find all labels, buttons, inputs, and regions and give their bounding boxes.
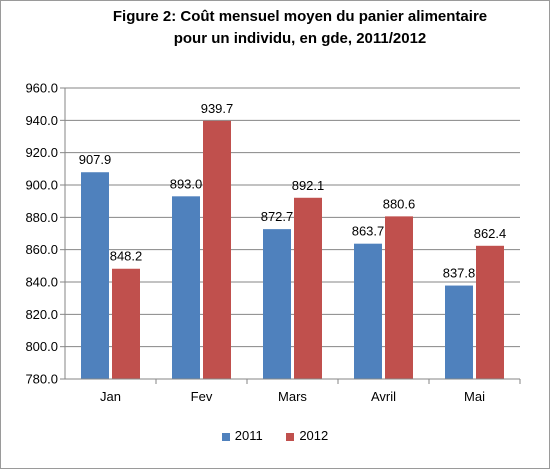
legend-item-2011: 2011 <box>221 428 263 443</box>
data-label: 863.7 <box>352 224 385 239</box>
y-tick-label: 820.0 <box>25 307 58 322</box>
chart-title-line-1: Figure 2: Coût mensuel moyen du panier a… <box>112 8 488 25</box>
y-tick-label: 900.0 <box>25 178 58 193</box>
x-tick-label: Mars <box>278 389 307 404</box>
bar-2012-Avril <box>385 216 413 379</box>
bar-2012-Jan <box>112 268 140 379</box>
x-tick-label: Fev <box>191 389 213 404</box>
legend-item-2012: 2012 <box>286 428 328 443</box>
data-label: 862.4 <box>474 226 507 241</box>
bar-2012-Mai <box>476 245 504 379</box>
x-tick-label: Avril <box>371 389 396 404</box>
bar-2011-Mai <box>445 285 473 379</box>
data-label: 837.8 <box>443 266 476 281</box>
y-tick-label: 860.0 <box>25 242 58 257</box>
data-label: 893.0 <box>170 176 203 191</box>
bar-2011-Fev <box>172 196 200 379</box>
data-label: 907.9 <box>79 152 112 167</box>
data-label: 880.6 <box>383 196 416 211</box>
y-tick-label: 840.0 <box>25 275 58 290</box>
x-tick-label: Mai <box>464 389 485 404</box>
legend-swatch-2012 <box>286 432 295 441</box>
y-tick-label: 920.0 <box>25 145 58 160</box>
bar-2011-Jan <box>81 172 109 379</box>
y-tick-label: 940.0 <box>25 113 58 128</box>
legend: 2011 2012 <box>0 428 550 443</box>
legend-label-2012: 2012 <box>299 428 329 443</box>
data-label: 872.7 <box>261 209 294 224</box>
bar-2012-Fev <box>203 120 231 380</box>
bar-2012-Mars <box>294 197 322 379</box>
chart-title-line-2: pour un individu, en gde, 2011/2012 <box>173 30 427 47</box>
data-label: 848.2 <box>110 249 143 264</box>
y-tick-label: 960.0 <box>25 81 58 96</box>
x-tick-label: Jan <box>100 389 121 404</box>
data-label: 892.1 <box>292 178 325 193</box>
y-tick-label: 800.0 <box>25 339 58 354</box>
y-tick-label: 880.0 <box>25 210 58 225</box>
legend-swatch-2011 <box>221 432 230 441</box>
y-tick-label: 780.0 <box>25 372 58 387</box>
legend-label-2011: 2011 <box>234 428 263 443</box>
bar-2011-Avril <box>354 243 382 379</box>
bar-2011-Mars <box>263 229 291 379</box>
data-label: 939.7 <box>201 101 234 116</box>
